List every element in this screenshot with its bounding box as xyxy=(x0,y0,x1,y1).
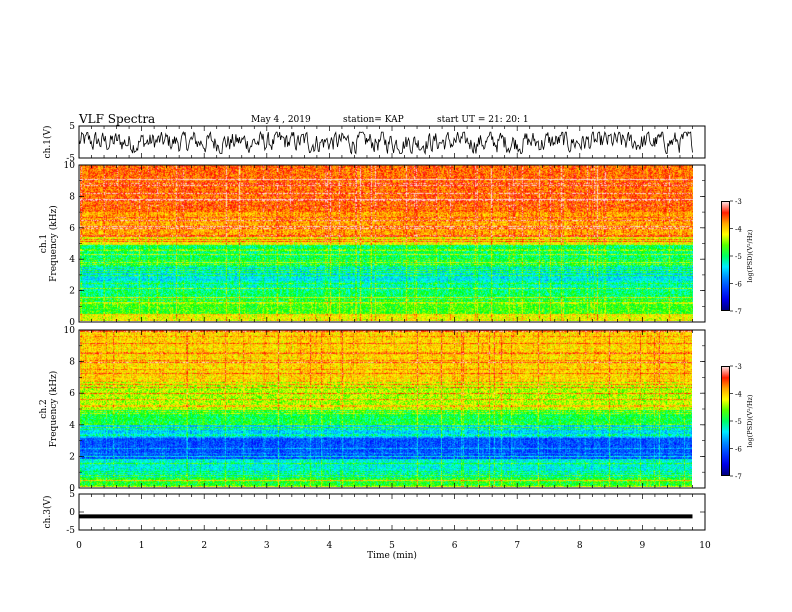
y-axis-label: ch.3(V) xyxy=(42,496,53,529)
y-tick-label: 10 xyxy=(64,161,76,171)
y-tick-label: 6 xyxy=(69,389,75,399)
y-tick-label: 6 xyxy=(69,224,75,234)
x-tick-label: 9 xyxy=(640,541,646,551)
colorbar-tick-label: -4 xyxy=(735,226,742,234)
y-tick-label: 5 xyxy=(69,122,75,132)
colorbar-label: log(PSD)(V²/Hz) xyxy=(746,394,754,447)
colorbar-tick-label: -7 xyxy=(735,473,742,481)
y-tick-label: 0 xyxy=(69,508,75,518)
x-axis-label: Time (min) xyxy=(367,550,417,561)
x-tick-label: 1 xyxy=(139,541,145,551)
ch2-colorbar xyxy=(721,366,730,476)
colorbar-tick-label: -5 xyxy=(735,253,742,261)
panel-frame xyxy=(78,493,706,531)
colorbar-tick-label: -5 xyxy=(735,418,742,426)
date-label: May 4 , 2019 xyxy=(251,115,311,125)
ch1-colorbar xyxy=(721,201,730,311)
x-tick-label: 8 xyxy=(577,541,583,551)
colorbar-label: log(PSD)(V²/Hz) xyxy=(746,229,754,282)
y-axis-label-frequency: Frequency (kHz) xyxy=(48,205,59,282)
y-tick-label: 10 xyxy=(64,326,76,336)
colorbar-tick-label: -3 xyxy=(735,198,742,206)
station-label: station= KAP xyxy=(343,115,404,125)
colorbar-tick-label: -6 xyxy=(735,281,742,289)
y-tick-label: 2 xyxy=(69,452,75,462)
colorbar-tick-label: -4 xyxy=(735,391,742,399)
x-tick-label: 5 xyxy=(389,541,395,551)
y-tick-label: 2 xyxy=(69,287,75,297)
y-tick-label: 0 xyxy=(69,484,75,494)
x-tick-label: 4 xyxy=(327,541,333,551)
figure-title: VLF Spectra xyxy=(79,112,156,126)
colorbar-tick-label: -3 xyxy=(735,363,742,371)
y-tick-label: 8 xyxy=(69,358,75,368)
colorbar-tick-label: -7 xyxy=(735,308,742,316)
y-tick-label: 4 xyxy=(69,255,75,265)
y-axis-label-frequency: Frequency (kHz) xyxy=(48,371,59,448)
x-tick-label: 3 xyxy=(264,541,270,551)
x-tick-label: 7 xyxy=(514,541,520,551)
y-tick-label: 0 xyxy=(69,318,75,328)
panel-frame xyxy=(78,164,706,323)
x-tick-label: 6 xyxy=(452,541,458,551)
ch1-spectrogram xyxy=(80,165,693,321)
colorbar-tick-label: -6 xyxy=(735,446,742,454)
y-axis-label-channel: ch.1 xyxy=(39,234,49,253)
ch1-waveform-line xyxy=(78,130,693,156)
y-tick-label: 8 xyxy=(69,192,75,202)
y-tick-label: -5 xyxy=(66,154,75,164)
ch2-spectrogram xyxy=(80,330,692,487)
y-tick-label: 5 xyxy=(69,490,75,500)
x-tick-label: 2 xyxy=(201,541,207,551)
y-tick-label: -5 xyxy=(66,526,75,536)
start-ut-label: start UT = 21: 20: 1 xyxy=(437,115,529,125)
y-axis-label-channel: ch.2 xyxy=(39,399,49,418)
panel-frame xyxy=(78,329,706,489)
y-tick-label: 4 xyxy=(69,421,75,431)
x-tick-label: 10 xyxy=(699,541,711,551)
x-tick-label: 0 xyxy=(76,541,82,551)
y-axis-label: ch.1(V) xyxy=(42,126,53,159)
